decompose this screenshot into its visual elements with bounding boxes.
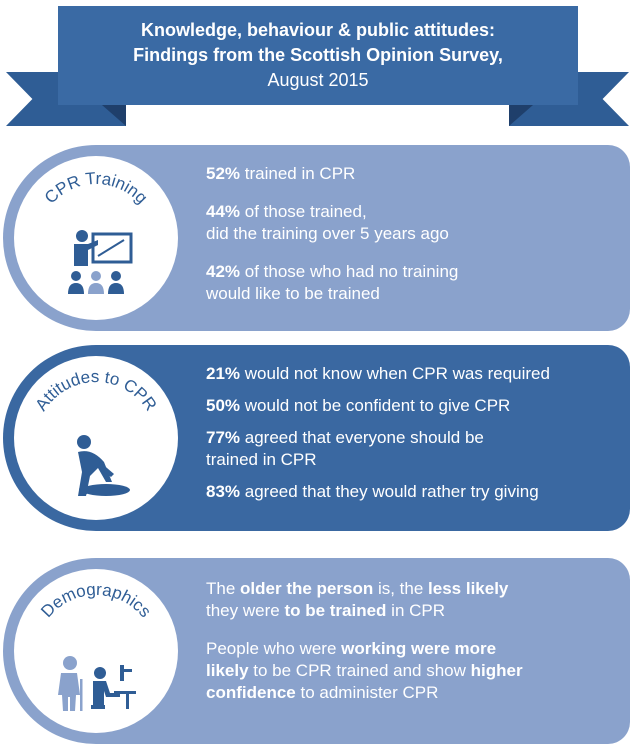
- demographics-panel: Demographics: [3, 558, 630, 744]
- demographics-badge: Demographics: [14, 569, 178, 733]
- title-line-1: Knowledge, behaviour & public attitudes:: [140, 20, 496, 40]
- trainer-presentation-icon: [68, 230, 133, 294]
- finding-not-know-when: 21% would not know when CPR was required: [206, 364, 550, 383]
- cpr-training-panel: CPR Training 52% trained in CPR 44% of t…: [3, 145, 630, 331]
- attitudes-badge-graphic: Attitudes to CPR: [31, 367, 160, 496]
- cpr-training-badge: CPR Training: [14, 156, 178, 320]
- cpr-training-findings: 52% trained in CPR 44% of those trained,…: [206, 163, 622, 321]
- finding-not-confident: 50% would not be confident to give CPR: [206, 396, 511, 415]
- attitudes-title: Attitudes to CPR: [31, 367, 160, 414]
- title-line-3: August 2015: [267, 70, 369, 90]
- demographics-title: Demographics: [37, 580, 155, 621]
- cpr-training-title: CPR Training: [41, 169, 151, 208]
- demographics-findings: The older the person is, the less likely…: [206, 578, 622, 720]
- title-banner: Knowledge, behaviour & public attitudes:…: [58, 6, 578, 105]
- cpr-compression-icon: [77, 435, 130, 496]
- finding-trained: 52% trained in CPR: [206, 164, 356, 183]
- finding-everyone-trained: 77% agreed that everyone should be traine…: [206, 428, 484, 469]
- attitudes-panel: Attitudes to CPR 21% would not know when…: [3, 345, 630, 531]
- finding-rather-try: 83% agreed that they would rather try gi…: [206, 482, 539, 501]
- finding-would-like-training: 42% of those who had no training would li…: [206, 262, 459, 303]
- attitudes-findings: 21% would not know when CPR was required…: [206, 363, 622, 513]
- finding-trained-over-5-years: 44% of those trained, did the training ov…: [206, 202, 449, 243]
- elderly-and-worker-icon: [58, 656, 136, 711]
- attitudes-badge: Attitudes to CPR: [14, 356, 178, 520]
- demographics-badge-graphic: Demographics: [37, 580, 155, 711]
- title-line-2: Findings from the Scottish Opinion Surve…: [133, 45, 503, 65]
- finding-age: The older the person is, the less likely…: [206, 579, 509, 620]
- cpr-training-badge-graphic: CPR Training: [41, 169, 151, 294]
- finding-working: People who were working were more likely …: [206, 639, 523, 702]
